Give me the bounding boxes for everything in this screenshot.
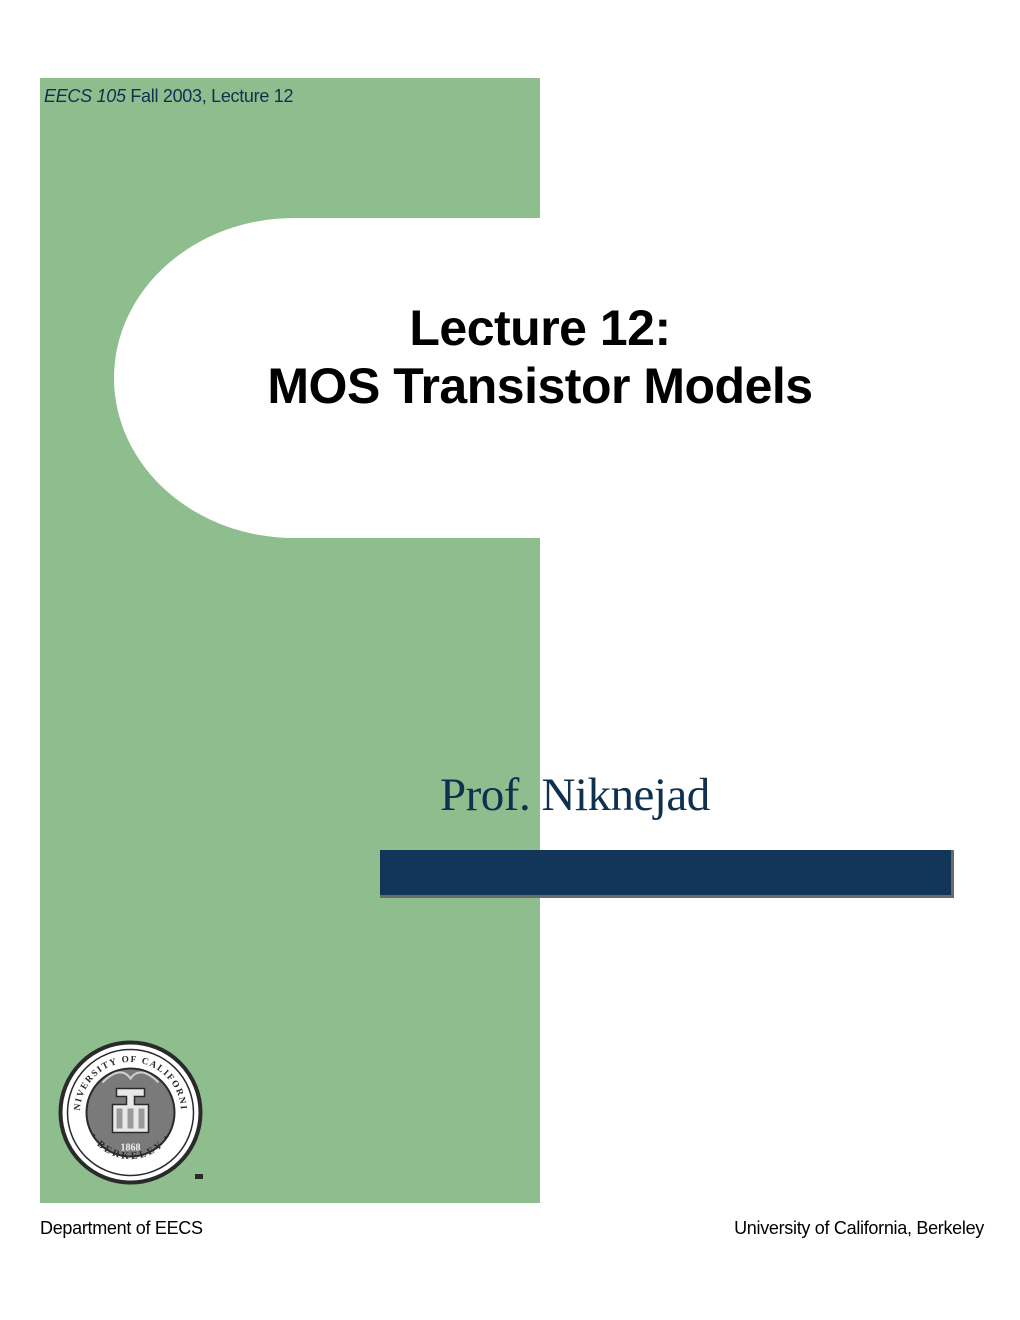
- course-code: EECS 105: [44, 86, 126, 106]
- university-seal-icon: UNIVERSITY OF CALIFORNIA • BERKELEY • 18…: [58, 1040, 203, 1185]
- svg-text:1868: 1868: [121, 1143, 141, 1154]
- title-line-1: Lecture 12:: [180, 300, 900, 358]
- course-term: Fall 2003, Lecture 12: [126, 86, 294, 106]
- slide-header: EECS 105 Fall 2003, Lecture 12: [44, 86, 293, 107]
- footer-department: Department of EECS: [40, 1218, 203, 1239]
- footer-university: University of California, Berkeley: [734, 1218, 984, 1239]
- accent-bar: [380, 850, 954, 898]
- instructor-name: Prof. Niknejad: [440, 768, 710, 822]
- slide-page: EECS 105 Fall 2003, Lecture 12 Lecture 1…: [0, 0, 1020, 1320]
- slide-title: Lecture 12: MOS Transistor Models: [180, 300, 900, 415]
- title-line-2: MOS Transistor Models: [180, 358, 900, 416]
